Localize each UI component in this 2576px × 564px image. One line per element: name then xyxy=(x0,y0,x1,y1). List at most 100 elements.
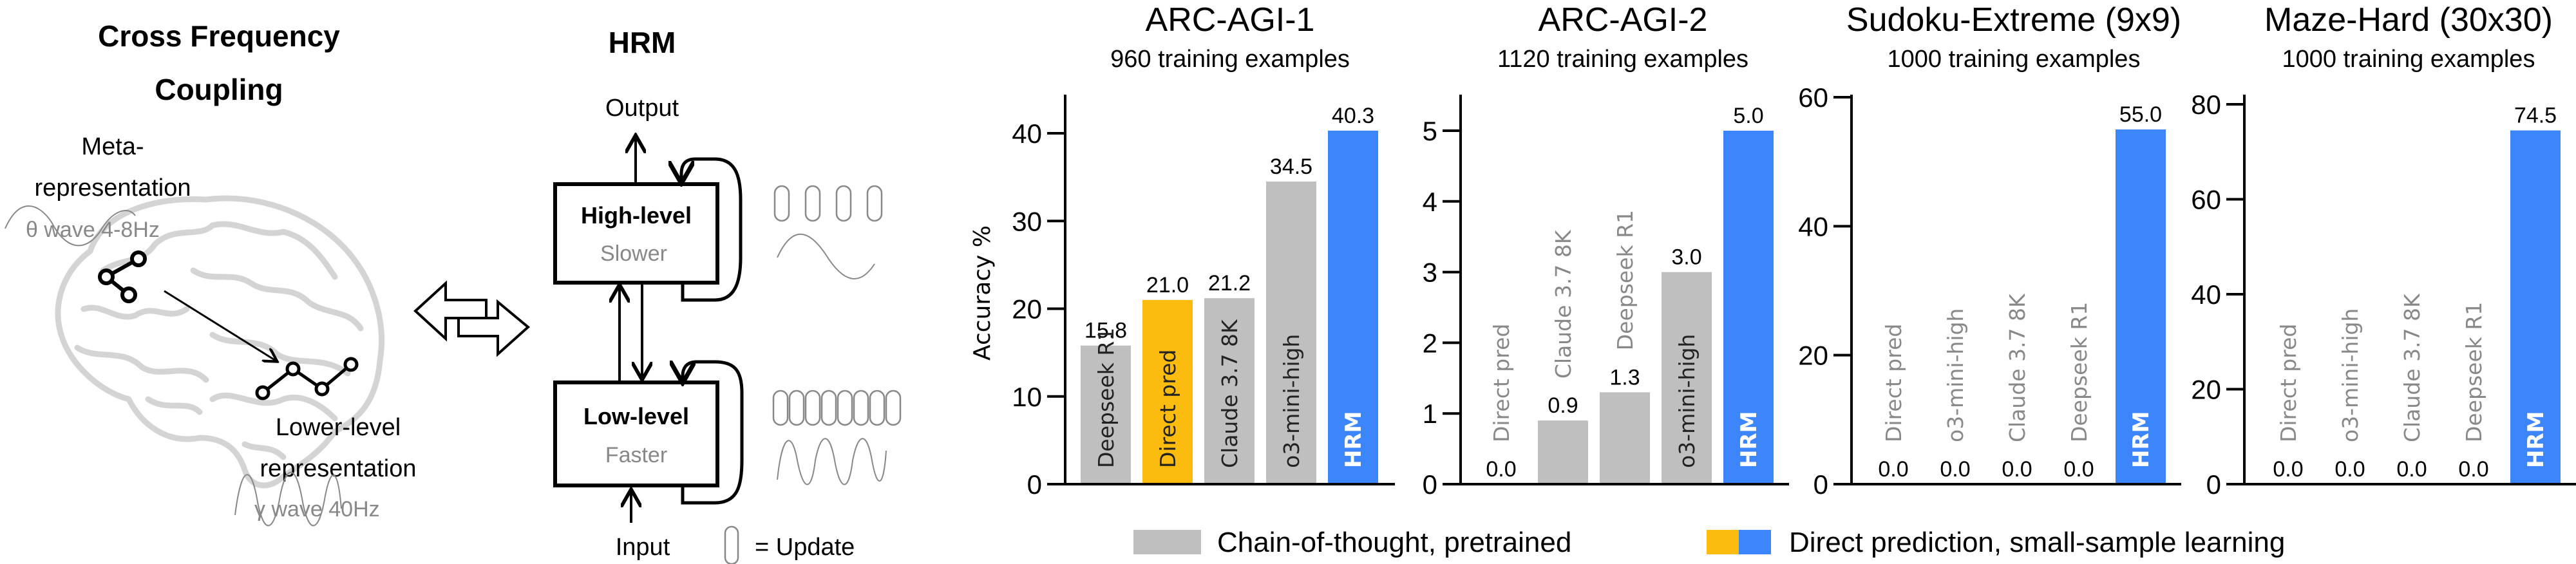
bar-category-label: Deepseek R1 xyxy=(2461,302,2486,442)
hrm-panel: HRM Output High-level Slower Low-level F… xyxy=(553,26,902,564)
update-legend-label: = Update xyxy=(755,534,855,561)
bar-value-label: 34.5 xyxy=(1270,155,1312,179)
bar-value-label: 0.0 xyxy=(1878,457,1908,482)
bar-value-label: 55.0 xyxy=(2119,102,2162,127)
update-pill-icon xyxy=(837,390,853,426)
legend-swatch-cot xyxy=(1133,530,1201,554)
low-level-loop-arrow xyxy=(683,360,744,505)
bar xyxy=(1266,181,1316,484)
bar-value-label: 3.0 xyxy=(1671,245,1701,270)
chart-title: Maze-Hard (30x30) xyxy=(2264,1,2553,39)
y-tick-label: 0 xyxy=(1423,469,1437,500)
update-pill-icon xyxy=(788,390,805,426)
bar-value-label: 40.3 xyxy=(1332,104,1374,128)
chart-3: Sudoku-Extreme (9x9) 1000 training exampl… xyxy=(1798,1,2181,500)
chart-1: ARC-AGI-1 960 training examples 15.8Deepse… xyxy=(1012,1,1395,500)
cfc-panel: Cross Frequency Coupling Meta- represent… xyxy=(5,19,416,527)
y-tick-label: 20 xyxy=(1798,341,1828,371)
chart-title: Sudoku-Extreme (9x9) xyxy=(1846,1,2181,39)
legend: Chain-of-thought, pretrained Direct pred… xyxy=(1133,527,2285,558)
bar-category-label: o3-mini-high xyxy=(2338,308,2363,442)
bar-category-label: Direct pred xyxy=(2276,324,2301,442)
update-pill-icon xyxy=(835,185,852,222)
legend-label-cot: Chain-of-thought, pretrained xyxy=(1217,527,1571,558)
bar xyxy=(1538,420,1588,484)
y-tick-label: 1 xyxy=(1423,399,1437,429)
y-tick-label: 2 xyxy=(1423,328,1437,358)
y-tick-label: 0 xyxy=(1027,469,1042,500)
lower-label-line1: Lower-level xyxy=(276,414,401,441)
y-tick-label: 60 xyxy=(2191,185,2221,215)
bar xyxy=(1328,130,1378,485)
bar-category-label: Direct pred xyxy=(1489,324,1514,442)
y-tick-label: 40 xyxy=(1012,118,1042,149)
chart-title: ARC-AGI-1 xyxy=(1146,1,1315,39)
y-tick-label: 80 xyxy=(2191,89,2221,120)
bar-category-label: Deepseek R1 xyxy=(2067,302,2092,442)
bar-value-label: 5.0 xyxy=(1733,104,1763,128)
fast-wave-icon xyxy=(777,438,887,485)
bar-category-label: HRM xyxy=(2128,411,2154,468)
bar-category-label: Claude 3.7 8K xyxy=(1551,229,1576,379)
chart-subtitle: 960 training examples xyxy=(1110,46,1350,73)
bar-value-label: 15.8 xyxy=(1084,319,1127,343)
y-tick-label: 40 xyxy=(2191,279,2221,310)
bar-category-label: HRM xyxy=(1341,411,1367,468)
y-tick-label: 0 xyxy=(2206,469,2221,500)
bar-value-label: 0.0 xyxy=(2334,457,2365,482)
legend-label-direct: Direct prediction, small-sample learning xyxy=(1789,527,2285,558)
bar xyxy=(1142,299,1193,484)
y-tick-label: 10 xyxy=(1012,382,1042,412)
bar-category-label: Claude 3.7 8K xyxy=(1217,319,1242,468)
bar-value-label: 0.0 xyxy=(1486,457,1516,482)
bar-value-label: 0.0 xyxy=(2063,457,2094,482)
chart-2: ARC-AGI-2 1120 training examples 0.0 Direct… xyxy=(1423,1,1789,500)
update-pill-icon xyxy=(773,185,790,222)
low-update-pills xyxy=(772,390,902,426)
theta-wave-icon xyxy=(5,205,136,247)
y-tick-label: 5 xyxy=(1423,116,1437,146)
bar-value-label: 0.9 xyxy=(1548,393,1578,418)
gamma-wave-icon xyxy=(234,471,342,527)
bar-category-label: o3-mini-high xyxy=(1943,308,1968,442)
bar-category-label: Claude 3.7 8K xyxy=(2400,293,2425,442)
y-tick-label: 30 xyxy=(1012,206,1042,236)
theta-wave-label: θ wave 4-8Hz xyxy=(26,218,160,242)
charts: ARC-AGI-1 960 training examples 15.8 Deepse… xyxy=(1012,1,2576,500)
bar xyxy=(1204,298,1255,484)
coupling-arrow xyxy=(164,290,276,361)
cfc-title-line1: Cross Frequency xyxy=(98,19,340,53)
bar-value-label: 21.2 xyxy=(1208,271,1251,296)
bar xyxy=(1081,345,1131,484)
chart-4: Maze-Hard (30x30) 1000 training examples 0… xyxy=(2191,1,2576,500)
double-arrow-icon xyxy=(413,280,531,357)
hrm-title: HRM xyxy=(609,26,676,59)
y-axis-label: Accuracy % xyxy=(969,225,996,361)
bar-value-label: 0.0 xyxy=(1940,457,1970,482)
bar xyxy=(1662,272,1712,484)
output-label: Output xyxy=(605,95,679,122)
update-pill-icon xyxy=(724,525,739,564)
y-tick-label: 3 xyxy=(1423,258,1437,288)
bar-category-label: Claude 3.7 8K xyxy=(2005,293,2030,442)
y-tick-label: 60 xyxy=(1798,82,1828,113)
low-level-label: Low-level xyxy=(583,403,689,429)
bar xyxy=(1723,131,1774,484)
bar-category-label: o3-mini-high xyxy=(1674,334,1700,468)
bar-value-label: 1.3 xyxy=(1609,365,1640,390)
bar-value-label: 0.0 xyxy=(2458,457,2488,482)
meta-label-line2: representation xyxy=(35,174,191,202)
update-pill-icon xyxy=(866,185,883,222)
y-tick-label: 20 xyxy=(1012,294,1042,324)
brain-icon xyxy=(55,195,384,489)
bar-value-label: 0.0 xyxy=(2002,457,2032,482)
chart-subtitle: 1120 training examples xyxy=(1497,46,1748,73)
update-pill-icon xyxy=(885,390,902,426)
high-level-label: High-level xyxy=(581,202,692,229)
legend-swatch-direct-pred xyxy=(1707,530,1739,554)
low-speed-label: Faster xyxy=(605,443,667,467)
high-level-box xyxy=(553,182,719,285)
bar xyxy=(2116,129,2166,485)
update-pill-icon xyxy=(804,185,821,222)
